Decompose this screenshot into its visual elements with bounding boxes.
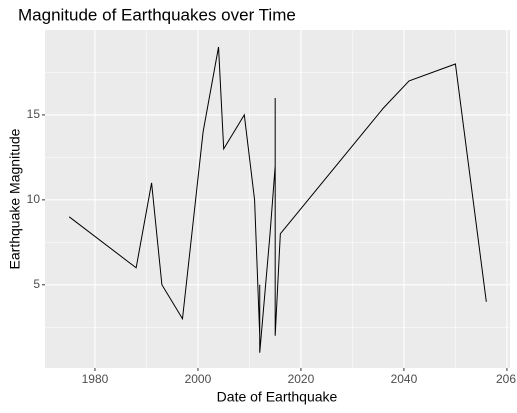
x-tick-label: 2000 (185, 372, 212, 386)
y-tick-label: 5 (33, 277, 40, 291)
y-axis-label: Earthquake Magnitude (7, 128, 23, 269)
x-tick-label: 206 (496, 372, 516, 386)
x-tick-label: 1980 (82, 372, 109, 386)
y-tick-label: 10 (27, 192, 41, 206)
x-tick-label: 2020 (288, 372, 315, 386)
y-tick-label: 15 (27, 107, 41, 121)
x-tick-label: 2040 (391, 372, 418, 386)
x-axis-label: Date of Earthquake (217, 389, 338, 405)
chart-title: Magnitude of Earthquakes over Time (18, 5, 296, 24)
line-series (68, 46, 487, 353)
plot-background (45, 30, 510, 368)
